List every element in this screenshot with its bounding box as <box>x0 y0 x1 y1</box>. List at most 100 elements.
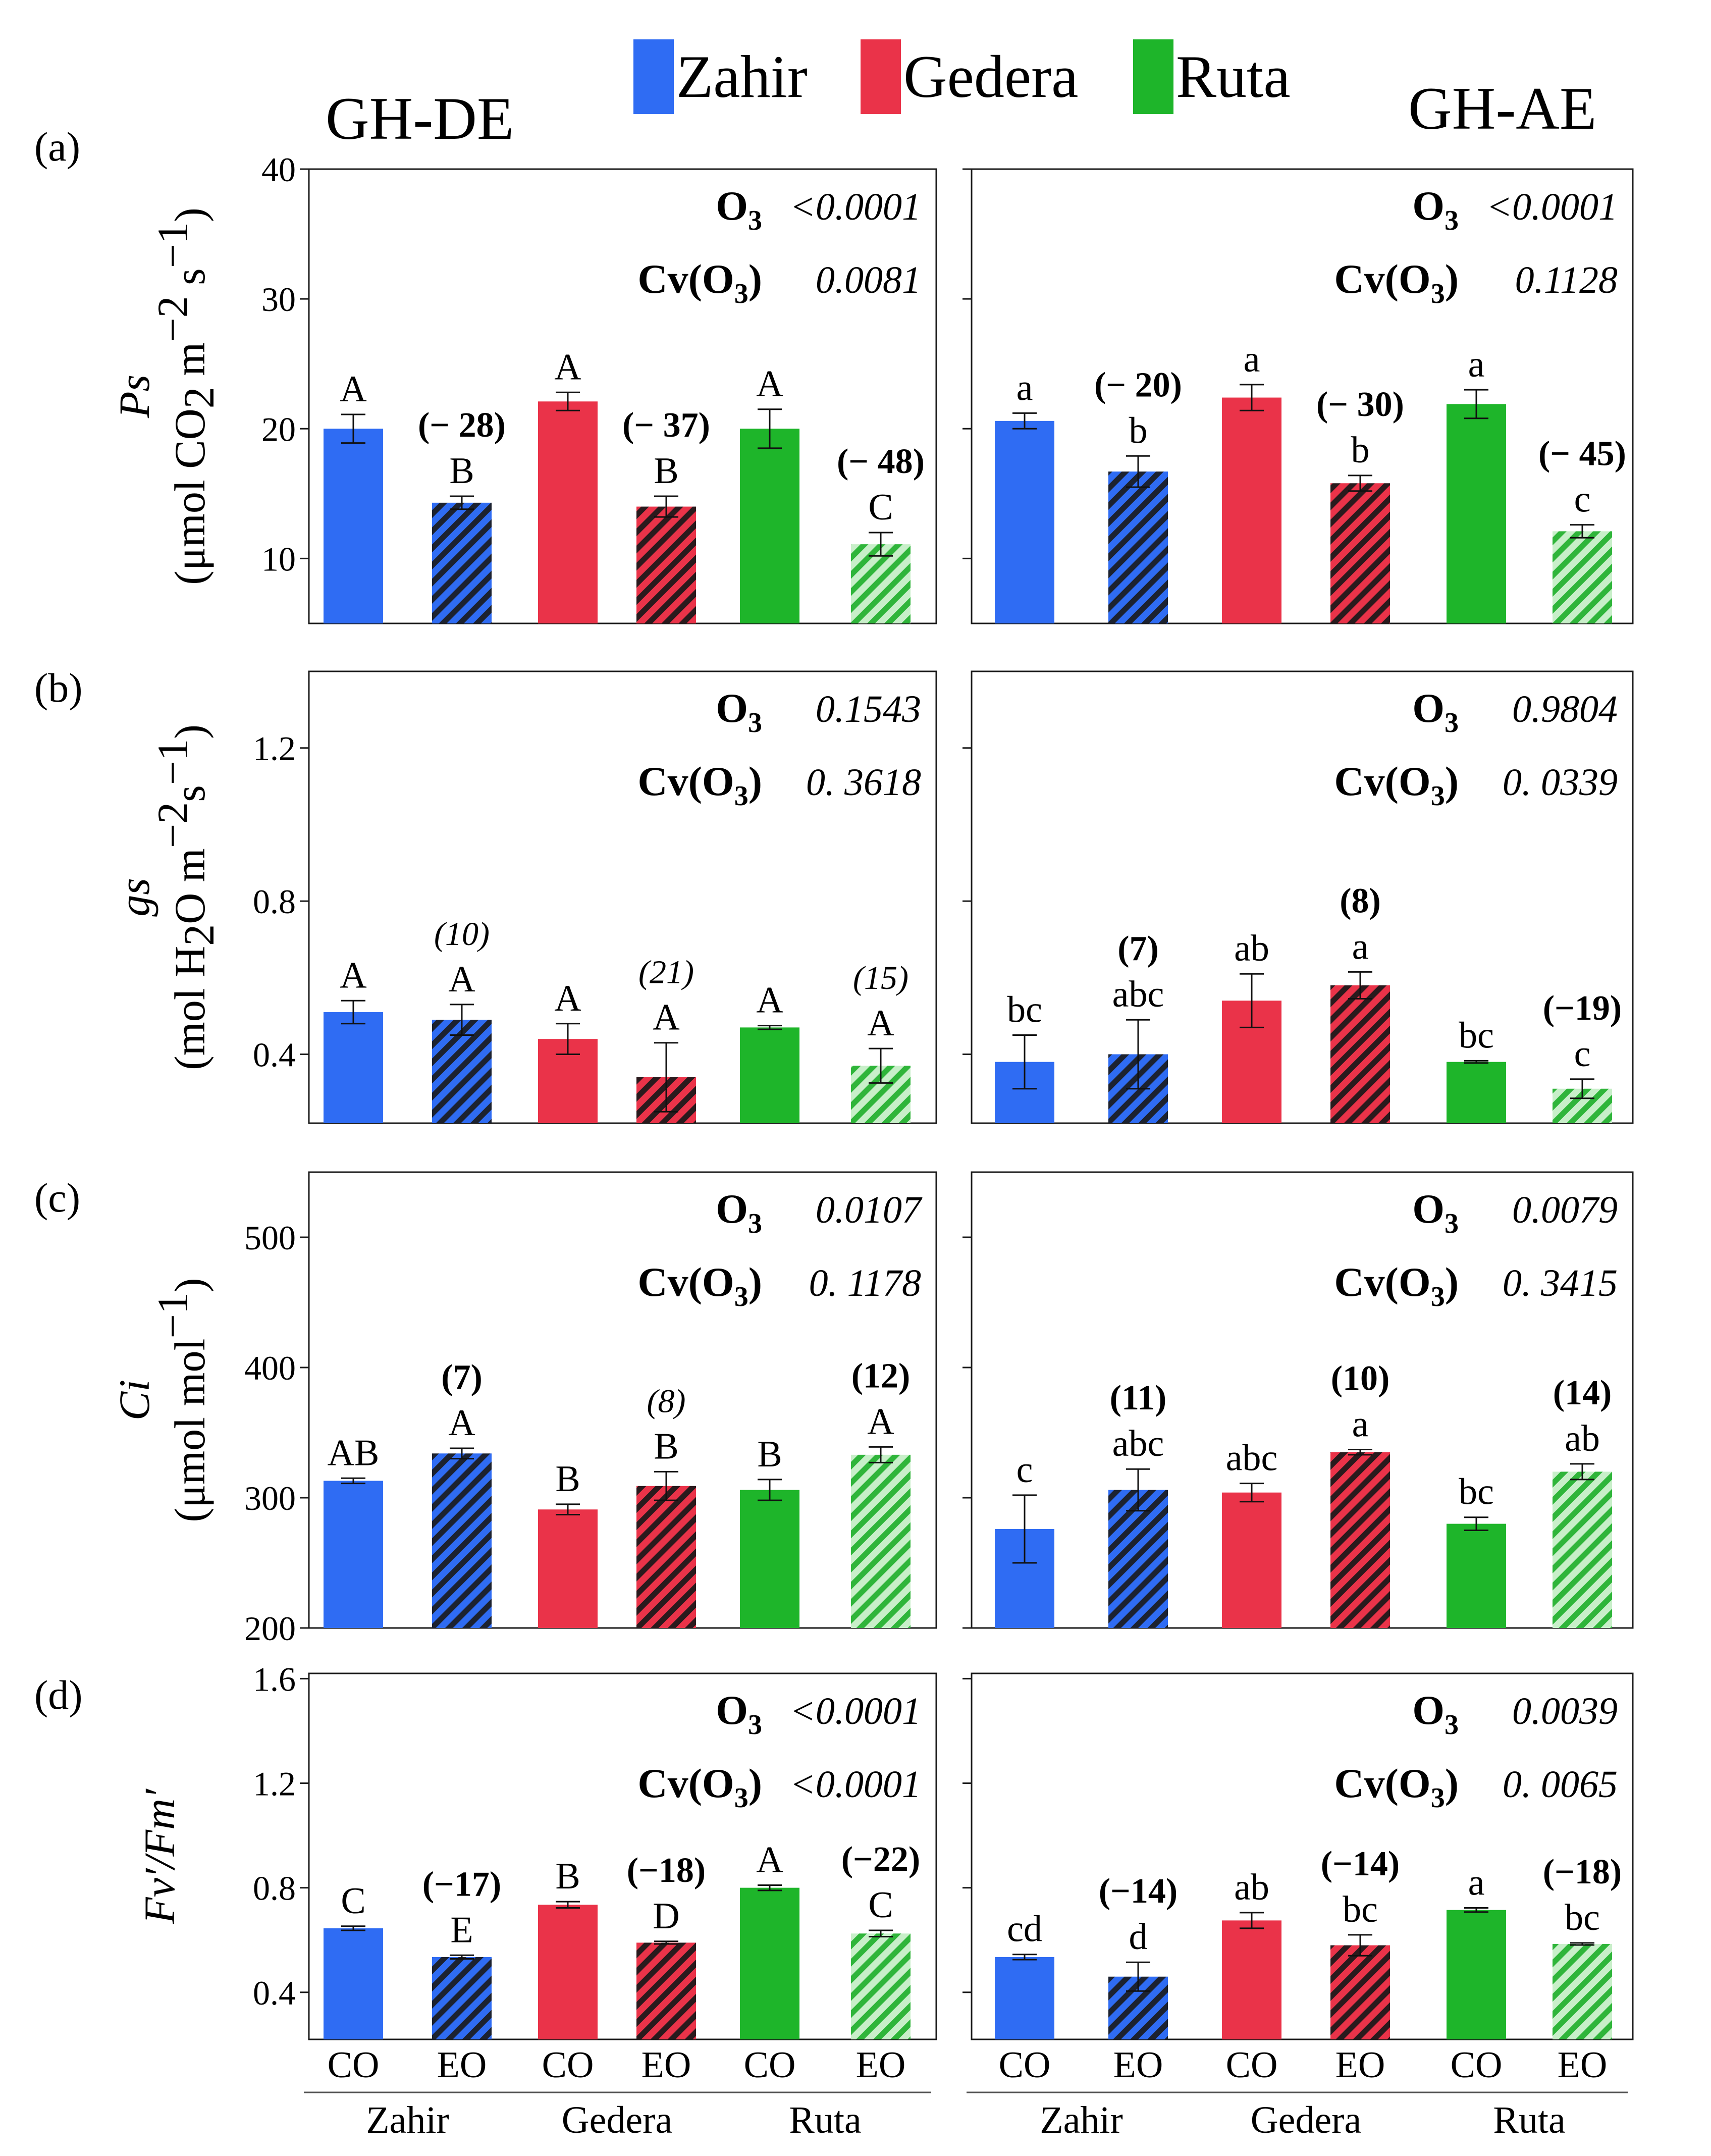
plot-frame-d-left <box>308 1672 937 2040</box>
bar-a-left-0 <box>324 429 383 623</box>
stat-o3-label-c-left: O3 <box>716 1186 762 1239</box>
letter-b-right-4: bc <box>1459 1015 1494 1056</box>
bar-d-right-5 <box>1553 1943 1612 2039</box>
panel-b-right: bc abc (7) ab a (8) bc c (−19) O3 0.9804 Cv(O3) 0. 0… <box>963 670 1634 1124</box>
pct-change-b-right-1: (7) <box>1117 929 1159 968</box>
bar-b-right-3 <box>1330 985 1390 1123</box>
bar-c-left-2 <box>538 1509 598 1628</box>
ytick-label-b-1: 0.8 <box>253 882 296 921</box>
bar-a-left-4 <box>740 429 799 623</box>
pct-change-b-left-1: (10) <box>434 916 490 953</box>
ytick-label-c-1: 300 <box>244 1479 296 1517</box>
bar-d-left-0 <box>324 1928 383 2039</box>
pct-change-a-right-1: (− 20) <box>1094 365 1182 404</box>
ylabel-b: gs(mol H2O m−2s−1) <box>110 724 223 1070</box>
stat-cv-label-a-right: Cv(O3) <box>1334 256 1459 309</box>
ylabel-d: Fv′/Fm′ <box>135 1789 184 1924</box>
x-group-right-0: Zahir <box>1040 2099 1123 2141</box>
letter-d-right-5: bc <box>1565 1897 1600 1938</box>
legend-swatch-ruta <box>1133 39 1173 114</box>
x-group-left-0: Zahir <box>366 2099 449 2141</box>
pct-change-a-left-5: (− 48) <box>837 442 925 481</box>
letter-c-left-0: AB <box>328 1432 380 1474</box>
bar-a-right-5 <box>1553 531 1612 623</box>
letter-a-left-5: C <box>868 487 893 528</box>
bar-c-right-2 <box>1222 1492 1281 1628</box>
letter-a-right-4: a <box>1468 344 1485 385</box>
plot-frame-a-right <box>971 168 1634 624</box>
stat-cv-value-a-left: 0.0081 <box>816 259 921 301</box>
bar-a-left-3 <box>636 506 696 623</box>
letter-a-right-3: b <box>1351 430 1370 471</box>
letter-c-right-4: bc <box>1459 1471 1494 1513</box>
ytick-label-a-3: 40 <box>261 150 296 189</box>
legend-swatch-gedera <box>861 39 901 114</box>
pct-change-c-left-5: (12) <box>851 1356 911 1395</box>
bar-d-right-2 <box>1222 1920 1281 2039</box>
letter-b-right-1: abc <box>1112 974 1164 1015</box>
panel-d-left: 0.4 0.8 1.2 1.6 C E (−17) B D (−18) A C (−22) O3 <0.00… <box>253 1660 937 2040</box>
pct-change-c-left-1: (7) <box>441 1358 483 1397</box>
bar-c-right-1 <box>1108 1490 1168 1628</box>
site-title-left: GH-DE <box>326 85 514 152</box>
letter-d-right-4: a <box>1468 1862 1485 1904</box>
letter-a-right-2: a <box>1244 339 1260 380</box>
ytick-label-d-3: 1.6 <box>253 1660 296 1698</box>
bar-a-right-3 <box>1330 483 1390 623</box>
letter-d-left-2: B <box>555 1856 580 1897</box>
site-title-right: GH-AE <box>1408 75 1596 142</box>
stat-o3-label-d-left: O3 <box>716 1687 762 1741</box>
pct-change-d-left-5: (−22) <box>841 1840 921 1879</box>
bar-c-right-3 <box>1330 1452 1390 1628</box>
letter-c-right-2: abc <box>1226 1438 1278 1479</box>
pct-change-a-left-1: (− 28) <box>418 406 506 445</box>
bar-c-left-5 <box>851 1454 911 1628</box>
bar-a-left-1 <box>432 502 492 623</box>
plot-frame-c-left <box>308 1171 937 1629</box>
ytick-label-b-2: 1.2 <box>253 729 296 768</box>
pct-change-d-left-1: (−17) <box>422 1865 502 1904</box>
stat-o3-label-b-right: O3 <box>1412 685 1459 739</box>
ytick-label-c-3: 500 <box>244 1219 296 1257</box>
letter-d-left-0: C <box>341 1880 365 1922</box>
legend: Zahir Gedera Ruta <box>633 39 1291 114</box>
ytick-label-d-0: 0.4 <box>253 1974 296 2012</box>
letter-c-left-5: A <box>867 1401 894 1442</box>
letter-a-right-5: c <box>1574 479 1591 520</box>
bar-a-left-5 <box>851 544 911 623</box>
bar-c-right-4 <box>1447 1523 1506 1628</box>
letter-b-left-5: A <box>867 1003 894 1044</box>
x-category-right-4: CO <box>1451 2044 1503 2086</box>
ytick-label-a-2: 30 <box>261 280 296 319</box>
letter-b-right-5: c <box>1574 1033 1591 1075</box>
bar-d-left-2 <box>538 1905 598 2039</box>
x-category-right-1: EO <box>1113 2044 1163 2086</box>
x-category-right-2: CO <box>1226 2044 1278 2086</box>
x-category-left-5: EO <box>856 2044 906 2086</box>
stat-cv-label-b-left: Cv(O3) <box>637 758 762 812</box>
ytick-label-b-0: 0.4 <box>253 1035 296 1074</box>
bar-a-right-0 <box>995 420 1054 623</box>
stat-o3-label-b-left: O3 <box>716 685 762 739</box>
letter-c-right-0: c <box>1017 1449 1033 1491</box>
letter-d-right-1: d <box>1129 1916 1148 1958</box>
pct-change-d-right-1: (−14) <box>1099 1872 1178 1911</box>
bar-d-left-3 <box>636 1942 696 2039</box>
stat-o3-label-c-right: O3 <box>1412 1186 1459 1239</box>
letter-d-right-0: cd <box>1007 1909 1042 1950</box>
letter-a-left-1: B <box>449 450 474 492</box>
plot-frame-b-right <box>971 670 1634 1124</box>
letter-d-left-1: E <box>450 1909 473 1951</box>
bar-d-left-5 <box>851 1933 911 2039</box>
panel-a-left: 10 20 30 40 A B (− 28) A B (− 37) A C (− 48) O3 <0.000… <box>261 150 937 624</box>
bar-d-left-1 <box>432 1957 492 2039</box>
panel-c-right: c abc (11) abc a (10) bc ab (14) O3 0.0079 Cv(O3) 0.… <box>963 1171 1634 1629</box>
letter-a-left-0: A <box>340 369 366 410</box>
pct-change-b-right-5: (−19) <box>1543 989 1622 1028</box>
ytick-label-c-0: 200 <box>244 1609 296 1648</box>
bar-b-left-4 <box>740 1027 799 1123</box>
letter-a-left-4: A <box>756 363 783 405</box>
plot-frame-d-right <box>971 1672 1634 2040</box>
stat-o3-value-d-left: <0.0001 <box>790 1690 921 1732</box>
